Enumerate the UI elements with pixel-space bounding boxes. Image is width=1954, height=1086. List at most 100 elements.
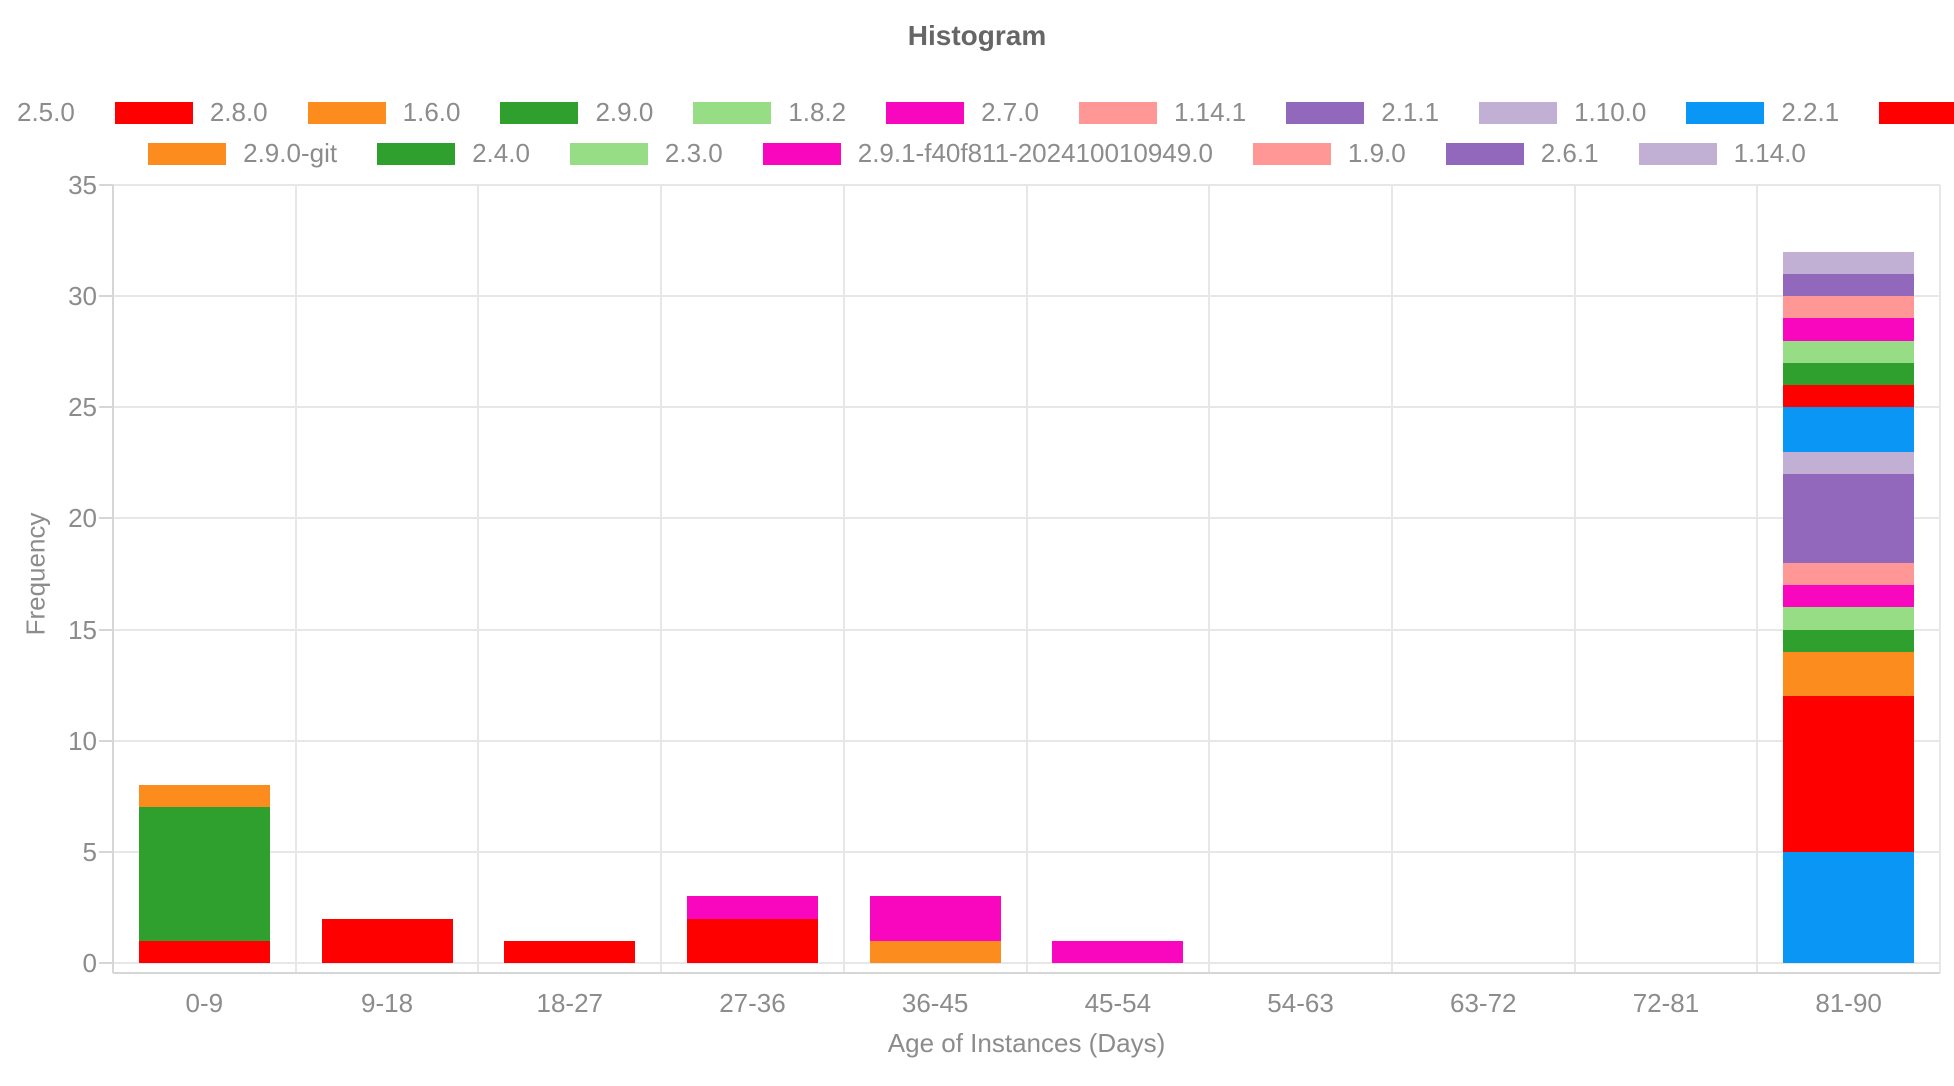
bar-segment[interactable] <box>869 896 1001 941</box>
legend-label: 2.5.0 <box>16 97 75 127</box>
bar-segment[interactable] <box>1783 562 1915 586</box>
y-axis-tick <box>99 406 113 409</box>
gridline-vertical <box>842 185 845 973</box>
legend-item[interactable]: 2.9.0-git <box>148 138 337 169</box>
bar-segment[interactable] <box>1783 273 1915 297</box>
bar-segment[interactable] <box>1783 318 1915 341</box>
y-axis-line <box>112 185 114 973</box>
legend-item[interactable]: 2.2.2 <box>1879 97 1954 128</box>
legend-item[interactable]: 1.9.0 <box>1252 138 1406 169</box>
legend-swatch <box>114 101 193 124</box>
legend-item[interactable]: 1.14.0 <box>1638 138 1806 169</box>
legend-label: 2.9.0-git <box>243 138 338 168</box>
bar-segment[interactable] <box>1783 340 1915 363</box>
bar-segment[interactable] <box>504 940 636 963</box>
legend-item[interactable]: 2.9.1-f40f811-202410010949.0 <box>762 138 1213 169</box>
legend-swatch <box>377 142 456 165</box>
y-tick-label: 25 <box>68 392 97 423</box>
legend-swatch <box>1078 101 1157 124</box>
legend-item[interactable]: 2.7.0 <box>886 97 1039 128</box>
y-tick-label: 10 <box>68 725 97 756</box>
bar-segment[interactable] <box>1783 651 1915 697</box>
legend-row-1: 2.5.0 2.8.0 1.6.0 2.9.0 1.8.2 2.7.0 1.14.1 2.1.… <box>0 97 1954 128</box>
legend-label: 2.8.0 <box>209 97 268 127</box>
bar-segment[interactable] <box>869 940 1001 963</box>
bar-segment[interactable] <box>138 785 270 808</box>
y-axis-tick <box>99 962 113 964</box>
legend-swatch <box>1479 101 1558 124</box>
gridline-vertical <box>1390 185 1393 973</box>
legend-swatch <box>1638 142 1717 165</box>
gridline-vertical <box>1208 185 1211 973</box>
gridline-vertical <box>1573 185 1576 973</box>
legend-swatch <box>693 101 772 124</box>
legend-item[interactable]: 2.3.0 <box>569 138 723 169</box>
bar-segment[interactable] <box>686 918 818 963</box>
legend-swatch <box>1252 142 1331 165</box>
legend-swatch <box>500 101 579 124</box>
x-tick-label: 63-72 <box>1449 988 1517 1018</box>
bar-segment[interactable] <box>1783 451 1915 474</box>
x-tick-label: 18-27 <box>536 988 603 1018</box>
bar-segment[interactable] <box>1783 407 1915 452</box>
legend-label: 2.6.1 <box>1540 138 1599 168</box>
bar-segment[interactable] <box>138 807 270 941</box>
y-axis-tick <box>99 850 113 853</box>
legend-label: 2.7.0 <box>981 97 1039 127</box>
bar-segment[interactable] <box>1783 696 1915 852</box>
legend-item[interactable]: 2.4.0 <box>377 138 530 169</box>
gridline-vertical <box>1756 185 1759 973</box>
y-axis-tick <box>99 739 113 742</box>
legend-label: 2.2.1 <box>1781 97 1840 127</box>
x-axis-title: Age of Instances (Days) <box>887 1028 1166 1058</box>
gridline-vertical <box>477 185 480 973</box>
legend-label: 1.14.1 <box>1173 97 1247 127</box>
legend-item[interactable]: 2.6.1 <box>1445 138 1599 169</box>
bar-segment[interactable] <box>1052 940 1184 963</box>
bar-segment[interactable] <box>1783 607 1915 630</box>
bar-segment[interactable] <box>1783 473 1915 563</box>
bar-segment[interactable] <box>1783 851 1915 963</box>
y-tick-label: 30 <box>68 281 97 312</box>
x-tick-label: 45-54 <box>1084 988 1152 1018</box>
legend-label: 2.1.1 <box>1381 97 1440 127</box>
legend-swatch <box>1286 101 1365 124</box>
bar-segment[interactable] <box>1783 251 1915 274</box>
legend-item[interactable]: 1.10.0 <box>1479 97 1646 128</box>
x-tick-label: 36-45 <box>901 988 969 1018</box>
legend-item[interactable]: 2.2.1 <box>1686 97 1839 128</box>
legend-item[interactable]: 2.1.1 <box>1286 97 1439 128</box>
legend-item[interactable]: 2.9.0 <box>500 97 653 128</box>
bar-segment[interactable] <box>1783 362 1915 386</box>
y-axis-tick <box>99 628 113 631</box>
legend-label: 2.9.0 <box>595 97 654 127</box>
legend-label: 1.8.2 <box>788 97 847 127</box>
legend-item[interactable]: 1.8.2 <box>693 97 846 128</box>
bar-segment[interactable] <box>138 940 270 963</box>
legend-label: 2.9.1-f40f811-202410010949.0 <box>857 138 1213 168</box>
y-axis-tick <box>99 295 113 298</box>
legend-swatch <box>1445 142 1524 165</box>
legend-label: 1.6.0 <box>402 97 461 127</box>
legend-swatch <box>762 142 841 165</box>
legend-swatch <box>1879 101 1954 124</box>
y-tick-label: 0 <box>82 948 97 978</box>
legend-item[interactable]: 2.5.0 <box>0 97 75 128</box>
gridline-vertical <box>1025 185 1028 973</box>
legend-label: 2.4.0 <box>472 138 530 168</box>
bar-segment[interactable] <box>1783 629 1915 652</box>
bar-segment[interactable] <box>1783 385 1915 408</box>
legend-item[interactable]: 2.8.0 <box>114 97 268 128</box>
chart-title: Histogram <box>907 20 1047 51</box>
legend-row-2: 2.9.0-git 2.4.0 2.3.0 2.9.1-f40f811-2024100… <box>0 138 1954 169</box>
legend-label: 1.14.0 <box>1733 138 1806 168</box>
y-tick-label: 35 <box>68 170 97 200</box>
bar-segment[interactable] <box>321 918 453 963</box>
bar-segment[interactable] <box>1783 296 1915 319</box>
legend-item[interactable]: 1.14.1 <box>1078 97 1247 128</box>
x-tick-label: 81-90 <box>1815 988 1882 1018</box>
bar-segment[interactable] <box>1783 585 1915 608</box>
bar-segment[interactable] <box>686 896 818 919</box>
legend-item[interactable]: 1.6.0 <box>307 97 461 128</box>
x-tick-label: 72-81 <box>1632 988 1700 1018</box>
